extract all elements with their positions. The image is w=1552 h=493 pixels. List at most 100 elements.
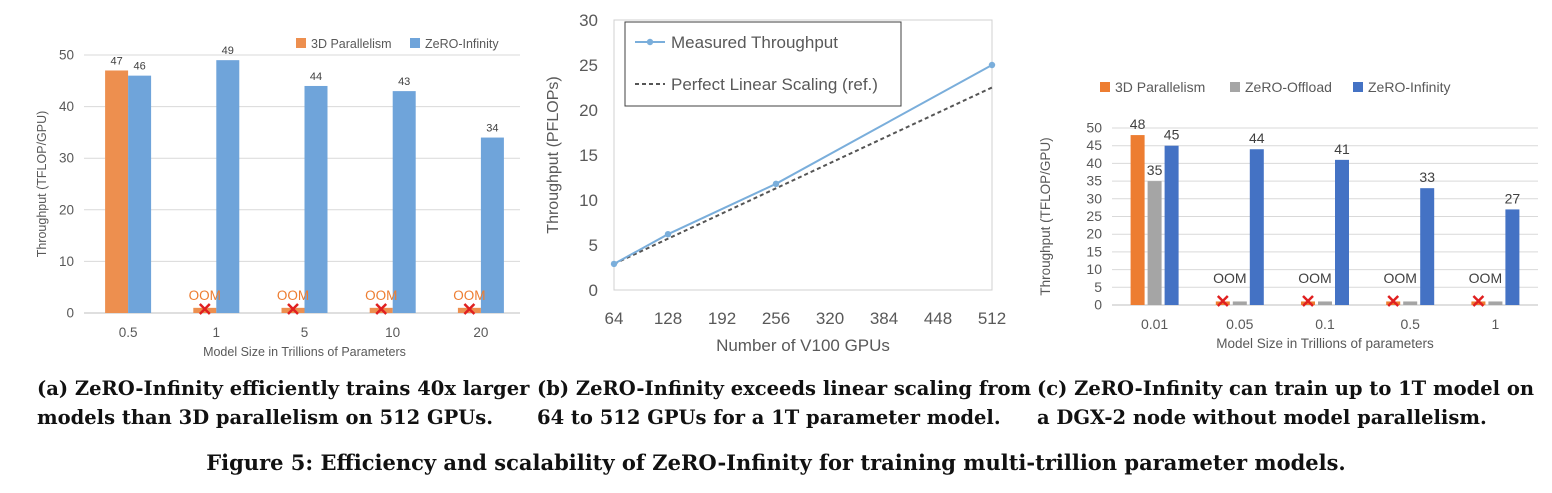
legend-box — [624, 21, 902, 107]
data-point — [664, 231, 672, 238]
oom-cross-marker — [1302, 295, 1314, 307]
y-tick-label: 10 — [59, 254, 74, 269]
legend-label: Perfect Linear Scaling (ref.) — [671, 75, 878, 94]
x-tick-label: 448 — [924, 309, 952, 328]
y-tick-label: 50 — [1086, 120, 1102, 136]
bar — [1147, 181, 1162, 305]
y-tick-label: 40 — [59, 99, 74, 114]
x-tick-label: 256 — [762, 309, 790, 328]
bar — [128, 75, 152, 313]
y-tick-label: 25 — [579, 56, 598, 75]
oom-cross-marker — [375, 303, 388, 315]
y-tick-label: 5 — [589, 236, 598, 255]
y-axis-title: Throughput (PFLOPs) — [545, 76, 562, 233]
legend-swatch-marker — [646, 38, 654, 46]
oom-label: OOM — [1383, 270, 1416, 286]
legend-swatch — [1353, 82, 1363, 92]
x-tick-label: 5 — [301, 325, 309, 340]
plot-frame — [613, 19, 993, 291]
legend-label: Measured Throughput — [671, 33, 838, 52]
caption-c: (c) ZeRO-Infinity can train up to 1T mod… — [1037, 377, 1535, 429]
oom-label: OOM — [453, 288, 485, 303]
data-label: 35 — [1147, 162, 1163, 178]
x-tick-label: 512 — [978, 309, 1006, 328]
y-tick-label: 0 — [66, 306, 74, 321]
bar — [304, 85, 328, 314]
y-tick-label: 30 — [579, 11, 598, 30]
legend-label: ZeRO-Offload — [1245, 79, 1332, 95]
oom-cross-marker — [1216, 295, 1229, 307]
caption-b: (b) ZeRO-Infinity exceeds linear scaling… — [537, 377, 1032, 429]
legend-swatch — [1100, 82, 1110, 92]
oom-cross-marker — [1472, 295, 1485, 307]
bar — [1232, 301, 1247, 305]
x-tick-label: 0.05 — [1226, 316, 1253, 332]
y-tick-label: 15 — [579, 146, 598, 165]
x-tick-label: 0.1 — [1315, 316, 1335, 332]
bar — [1164, 145, 1179, 305]
data-label: 46 — [133, 61, 145, 73]
bar — [480, 137, 504, 313]
data-label: 43 — [398, 76, 410, 88]
x-axis-title: Model Size in Trillions of Parameters — [203, 345, 406, 359]
legend-label: 3D Parallelism — [1115, 79, 1205, 95]
data-label: 33 — [1419, 169, 1435, 185]
x-tick-label: 384 — [870, 309, 898, 328]
chart-c-dgx2-model-size: 051015202530354045500.014835450.05OOM440… — [1038, 79, 1538, 351]
y-tick-label: 0 — [589, 281, 598, 300]
bar — [1386, 301, 1401, 305]
data-point — [610, 260, 618, 268]
bar — [216, 60, 240, 313]
data-label: 41 — [1334, 141, 1350, 157]
y-tick-label: 10 — [579, 191, 598, 210]
data-point — [772, 180, 780, 187]
x-tick-label: 10 — [385, 325, 400, 340]
y-tick-label: 20 — [59, 202, 74, 217]
bar — [1403, 301, 1418, 305]
x-tick-label: 0.5 — [119, 325, 138, 340]
y-tick-label: 30 — [59, 151, 74, 166]
chart-b-gpu-scaling: 0 5 10 15 20 25 30 64 128 192 256 320 384 448 512 Throu… — [545, 11, 1006, 355]
x-tick-label: 1 — [1492, 316, 1500, 332]
oom-label: OOM — [277, 288, 309, 303]
x-tick-label: 1 — [213, 325, 221, 340]
x-tick-label: 128 — [654, 309, 682, 328]
figure-caption: Figure 5: Efficiency and scalability of … — [206, 450, 1346, 475]
bar — [1301, 301, 1315, 305]
data-label: 49 — [222, 45, 234, 57]
oom-cross-marker — [1387, 295, 1400, 307]
data-label: 27 — [1505, 190, 1521, 206]
x-tick-label: 320 — [816, 309, 844, 328]
x-tick-label: 0.5 — [1400, 316, 1420, 332]
oom-cross-marker — [287, 303, 299, 315]
x-tick-label: 0.01 — [1141, 316, 1168, 332]
caption-a: (a) ZeRO-Infinity efficiently trains 40x… — [37, 377, 530, 429]
legend-label: ZeRO-Infinity — [425, 37, 499, 51]
oom-cross-marker — [198, 303, 211, 315]
bar — [1488, 301, 1503, 305]
bar — [1130, 135, 1145, 305]
data-point — [988, 61, 996, 69]
data-label: 34 — [486, 123, 498, 135]
y-tick-label: 20 — [579, 101, 598, 120]
y-tick-label: 15 — [1086, 243, 1102, 259]
y-axis-title: Throughput (TFLOP/GPU) — [35, 111, 49, 258]
y-tick-label: 0 — [1094, 297, 1102, 313]
y-tick-label: 35 — [1086, 173, 1102, 189]
data-label: 45 — [1164, 127, 1180, 143]
x-tick-label: 192 — [708, 309, 736, 328]
y-tick-label: 5 — [1094, 279, 1102, 295]
bar — [1420, 188, 1435, 305]
y-tick-label: 30 — [1086, 190, 1102, 206]
oom-label: OOM — [1213, 270, 1246, 286]
data-label: 48 — [1130, 116, 1146, 132]
legend-label: 3D Parallelism — [311, 37, 392, 51]
series-line-measured — [613, 64, 993, 265]
oom-label: OOM — [365, 288, 397, 303]
data-label: 47 — [110, 55, 122, 67]
oom-label: OOM — [1298, 270, 1331, 286]
bar — [392, 91, 416, 314]
data-label: 44 — [310, 71, 322, 83]
bar — [105, 70, 129, 313]
legend-label: ZeRO-Infinity — [1368, 79, 1450, 95]
